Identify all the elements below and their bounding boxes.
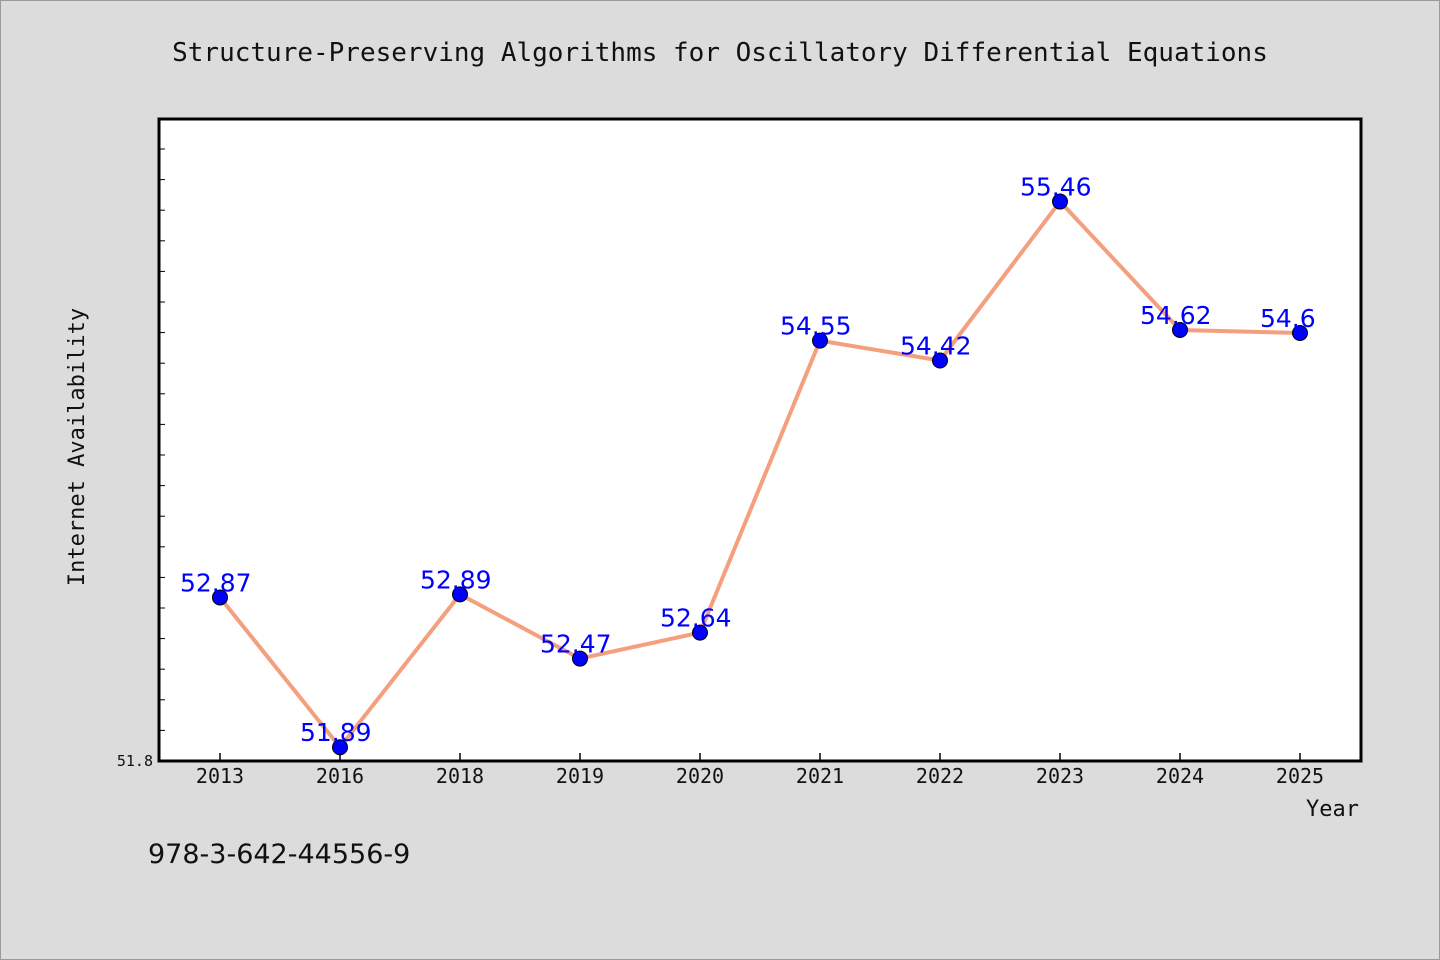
x-axis-tick-labels: 2013 2016 2018 2019 2020 2021 2022 2023 2024 2025 bbox=[196, 764, 1324, 788]
x-tick-label: 2016 bbox=[316, 764, 364, 788]
y-axis-label: Internet Availability bbox=[65, 308, 90, 586]
data-label: 54.6 bbox=[1260, 304, 1316, 333]
y-axis-tick-labels: 51.8 bbox=[117, 752, 153, 770]
y-tick-label: 51.8 bbox=[117, 752, 153, 770]
data-point bbox=[452, 586, 468, 603]
data-label: 52.87 bbox=[180, 568, 252, 597]
x-tick-label: 2024 bbox=[1156, 764, 1204, 788]
series-line bbox=[218, 199, 1301, 750]
x-tick-label: 2025 bbox=[1276, 764, 1324, 788]
data-label: 55.46 bbox=[1020, 173, 1092, 202]
data-point bbox=[1172, 321, 1188, 338]
plot-area bbox=[159, 119, 1361, 761]
x-tick-label: 2023 bbox=[1036, 764, 1084, 788]
data-label: 51.89 bbox=[300, 718, 372, 747]
data-label: 54.55 bbox=[780, 312, 852, 341]
series-markers bbox=[212, 193, 1308, 756]
data-label: 54.42 bbox=[900, 332, 972, 361]
data-label: 52.89 bbox=[420, 565, 492, 594]
data-labels: 52.87 51.89 52.89 52.47 52.64 54.55 54.42 55.46… bbox=[180, 173, 1316, 748]
x-tick-label: 2021 bbox=[796, 764, 844, 788]
x-tick-label: 2018 bbox=[436, 764, 484, 788]
x-tick-label: 2020 bbox=[676, 764, 724, 788]
data-point bbox=[332, 739, 348, 756]
data-point bbox=[572, 650, 588, 667]
x-tick-label: 2019 bbox=[556, 764, 604, 788]
data-point bbox=[692, 624, 708, 641]
data-point bbox=[1052, 193, 1068, 210]
x-axis-label: Year bbox=[1306, 797, 1359, 822]
plot-border bbox=[157, 117, 1363, 763]
data-label: 52.47 bbox=[540, 630, 612, 659]
x-tick-label: 2013 bbox=[196, 764, 244, 788]
data-point bbox=[1292, 325, 1308, 341]
isbn-text: 978-3-642-44556-9 bbox=[148, 839, 410, 870]
chart-title: Structure-Preserving Algorithms for Osci… bbox=[172, 38, 1268, 68]
data-point bbox=[932, 352, 948, 369]
data-point bbox=[812, 332, 828, 349]
x-tick-label: 2022 bbox=[916, 764, 964, 788]
data-point bbox=[212, 589, 228, 606]
data-label: 54.62 bbox=[1140, 301, 1212, 330]
data-label: 52.64 bbox=[660, 604, 732, 633]
